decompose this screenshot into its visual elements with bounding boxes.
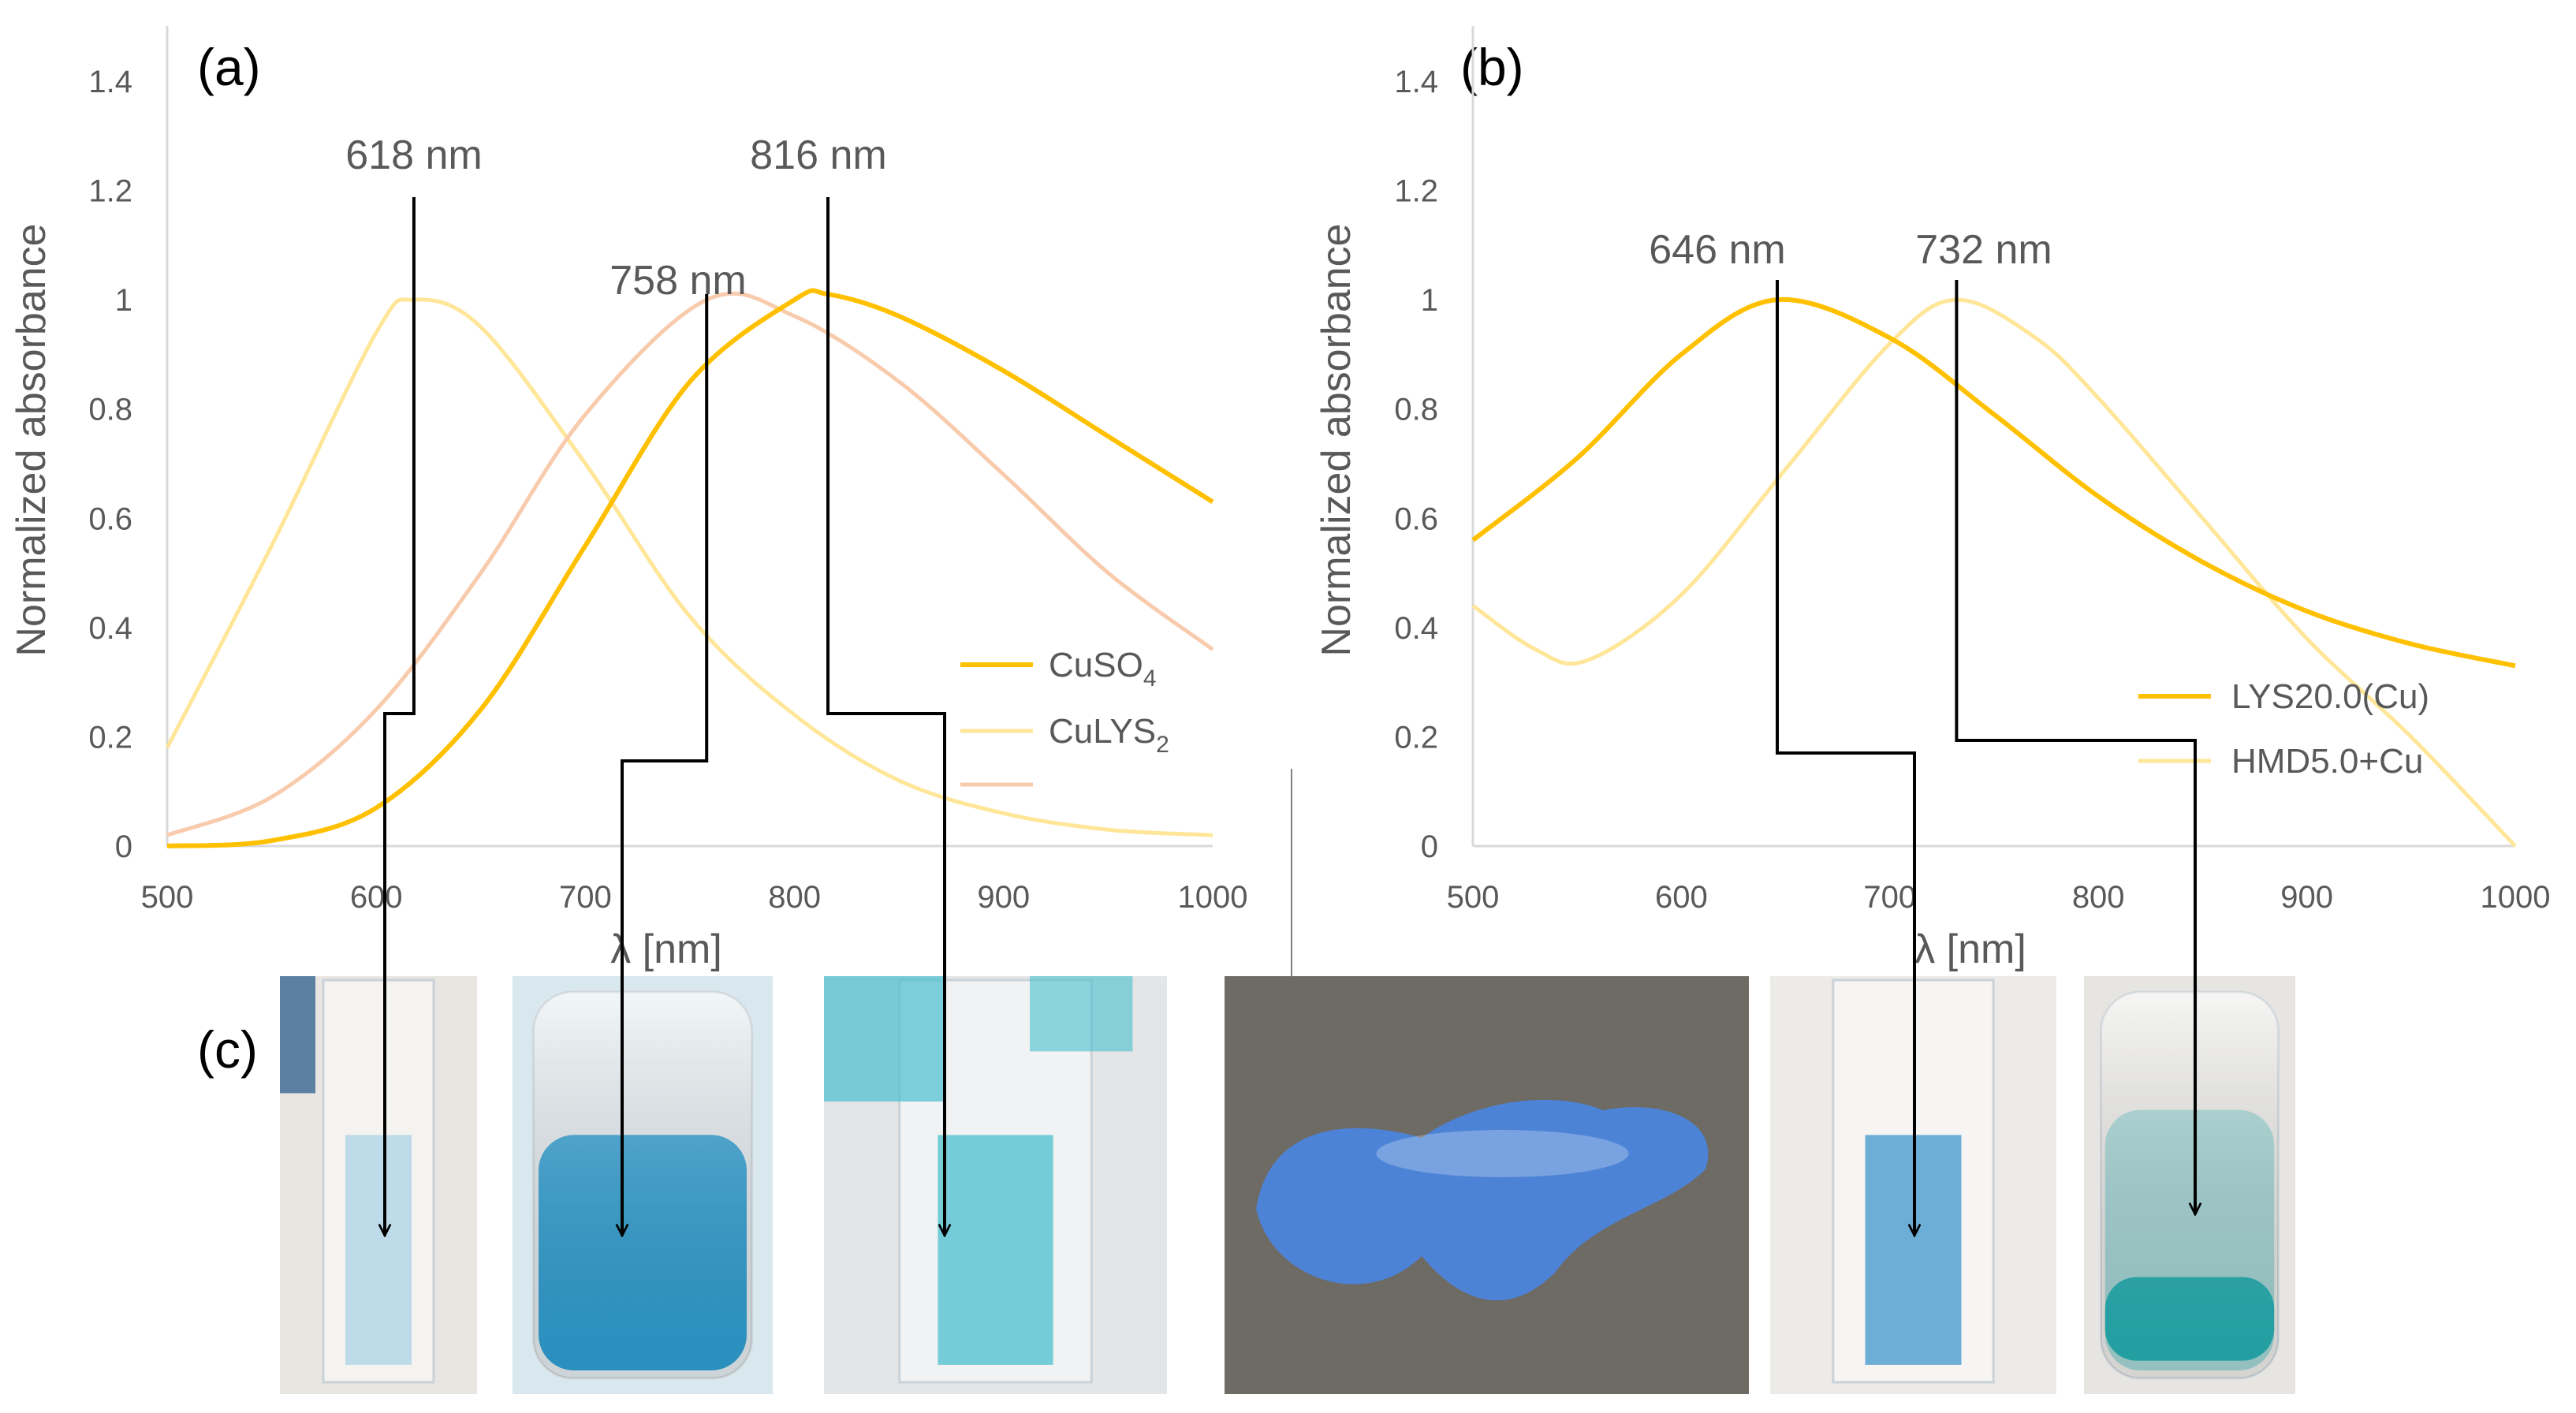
peak-label: 618 nm <box>345 132 482 178</box>
connector-arrow <box>826 197 945 1236</box>
photo-cuvette-culys2 <box>280 976 477 1394</box>
photo-vial-hmd5 <box>2084 976 2295 1394</box>
connector-arrow <box>622 294 709 1236</box>
x-tick-label: 800 <box>768 880 821 915</box>
x-tick-label: 500 <box>1447 880 1500 915</box>
y-tick-label: 0.6 <box>1394 501 1438 536</box>
panel-label-b: (b) <box>1460 38 1524 96</box>
y-tick-label: 1 <box>1421 283 1438 318</box>
photo-cuvette-pink-series <box>824 976 1167 1394</box>
x-tick-label: 900 <box>2280 880 2333 915</box>
chart-b: 0 0.2 0.4 0.6 0.8 1 1.2 1.4 500 600 700 800 900 1000 N… <box>1314 26 2550 972</box>
x-tick-label: 900 <box>977 880 1030 915</box>
photo-hydrogel-lys20 <box>1225 976 1749 1394</box>
connector-arrow <box>1955 280 2195 1214</box>
y-tick-label: 1 <box>115 283 132 318</box>
y-tick-label: 0.8 <box>1394 393 1438 427</box>
connector-arrow <box>1776 280 1914 1236</box>
panel-label-c: (c) <box>197 1020 258 1079</box>
y-tick-label: 0.4 <box>1394 611 1438 646</box>
peak-label: 816 nm <box>750 132 886 178</box>
y-tick-label: 0.4 <box>88 611 132 646</box>
peak-label: 758 nm <box>610 258 746 304</box>
x-tick-label: 700 <box>559 880 612 915</box>
x-tick-label: 1000 <box>2481 880 2551 915</box>
y-tick-label: 0 <box>115 830 132 864</box>
legend-entry: HMD5.0+Cu <box>2231 742 2423 781</box>
connector-arrows <box>385 197 2195 1236</box>
x-tick-label: 700 <box>1863 880 1916 915</box>
x-tick-label: 800 <box>2072 880 2125 915</box>
x-tick-label: 1000 <box>1178 880 1248 915</box>
x-tick-label: 500 <box>141 880 194 915</box>
series-line-light <box>165 297 1213 837</box>
legend-entry: CuSO4 <box>1049 646 1157 692</box>
peak-label: 646 nm <box>1649 227 1785 273</box>
x-tick-label: 600 <box>1655 880 1708 915</box>
y-tick-label: 1.4 <box>88 65 132 99</box>
panel-label-a: (a) <box>197 38 261 96</box>
y-axis-title: Normalized absorbance <box>9 223 54 656</box>
series-line-strong <box>166 288 1214 848</box>
series-line-pink <box>166 291 1214 837</box>
peak-label: 732 nm <box>1915 227 2052 273</box>
y-tick-label: 0.2 <box>88 720 132 755</box>
connector-arrow <box>385 197 416 1236</box>
series-line-strong <box>1471 296 2516 669</box>
series-line-light <box>1471 297 2517 848</box>
y-tick-label: 0.6 <box>88 501 132 536</box>
legend-entry: CuLYS2 <box>1049 712 1169 758</box>
x-axis-title: λ [nm] <box>1914 926 2026 972</box>
chart-a: 0 0.2 0.4 0.6 0.8 1 1.2 1.4 500 600 700 800 900 1000 N… <box>9 26 1247 972</box>
y-axis-title: Normalized absorbance <box>1314 223 1359 656</box>
y-tick-label: 0 <box>1421 830 1438 864</box>
photo-strip <box>280 976 2295 1394</box>
y-tick-label: 1.2 <box>1394 174 1438 209</box>
y-tick-label: 1.4 <box>1394 65 1438 99</box>
y-tick-label: 0.8 <box>88 393 132 427</box>
x-axis-title: λ [nm] <box>610 926 722 972</box>
legend-entry: LYS20.0(Cu) <box>2231 677 2429 716</box>
x-tick-label: 600 <box>350 880 403 915</box>
y-tick-label: 0.2 <box>1394 720 1438 755</box>
photo-vial-cuso4 <box>513 976 773 1394</box>
y-tick-label: 1.2 <box>88 174 132 209</box>
